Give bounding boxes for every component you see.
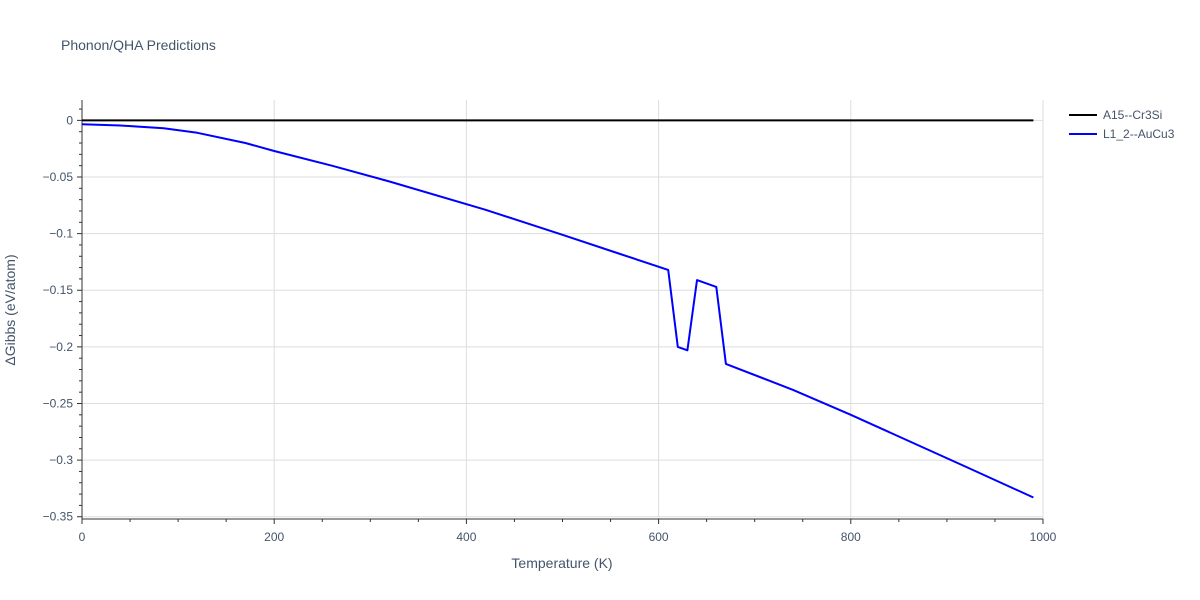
legend[interactable]: A15--Cr3Si L1_2--AuCu3 (1069, 108, 1175, 141)
y-tick-label: −0.2 (49, 340, 73, 354)
y-axis-label: ΔGibbs (eV/atom) (2, 254, 18, 365)
legend-label: A15--Cr3Si (1103, 108, 1162, 122)
x-tick-label: 400 (456, 530, 476, 544)
y-tick-label: −0.15 (43, 283, 74, 297)
tick-labels: 0 200 400 600 800 1000 0 −0.05 −0.1 −0.15 −0.2 −0.2… (43, 113, 1057, 544)
y-tick-label: 0 (66, 113, 73, 127)
series-layer (81, 119, 1034, 499)
x-tick-label: 200 (264, 530, 284, 544)
grid (82, 100, 1044, 519)
x-axis-label: Temperature (K) (511, 555, 612, 571)
y-tick-label: −0.05 (43, 170, 74, 184)
y-tick-label: −0.1 (49, 227, 73, 241)
series-line-2 (81, 123, 1034, 499)
x-tick-label: 1000 (1030, 530, 1057, 544)
legend-label: L1_2--AuCu3 (1103, 127, 1175, 141)
x-tick-label: 0 (79, 530, 86, 544)
legend-item-2[interactable]: L1_2--AuCu3 (1069, 127, 1175, 141)
legend-item-1[interactable]: A15--Cr3Si (1069, 108, 1162, 122)
y-tick-label: −0.25 (43, 396, 74, 410)
y-tick-label: −0.35 (43, 510, 74, 524)
x-tick-label: 600 (649, 530, 669, 544)
chart-title: Phonon/QHA Predictions (61, 37, 216, 53)
x-tick-label: 800 (841, 530, 861, 544)
y-tick-label: −0.3 (49, 453, 73, 467)
axes (77, 100, 1044, 524)
